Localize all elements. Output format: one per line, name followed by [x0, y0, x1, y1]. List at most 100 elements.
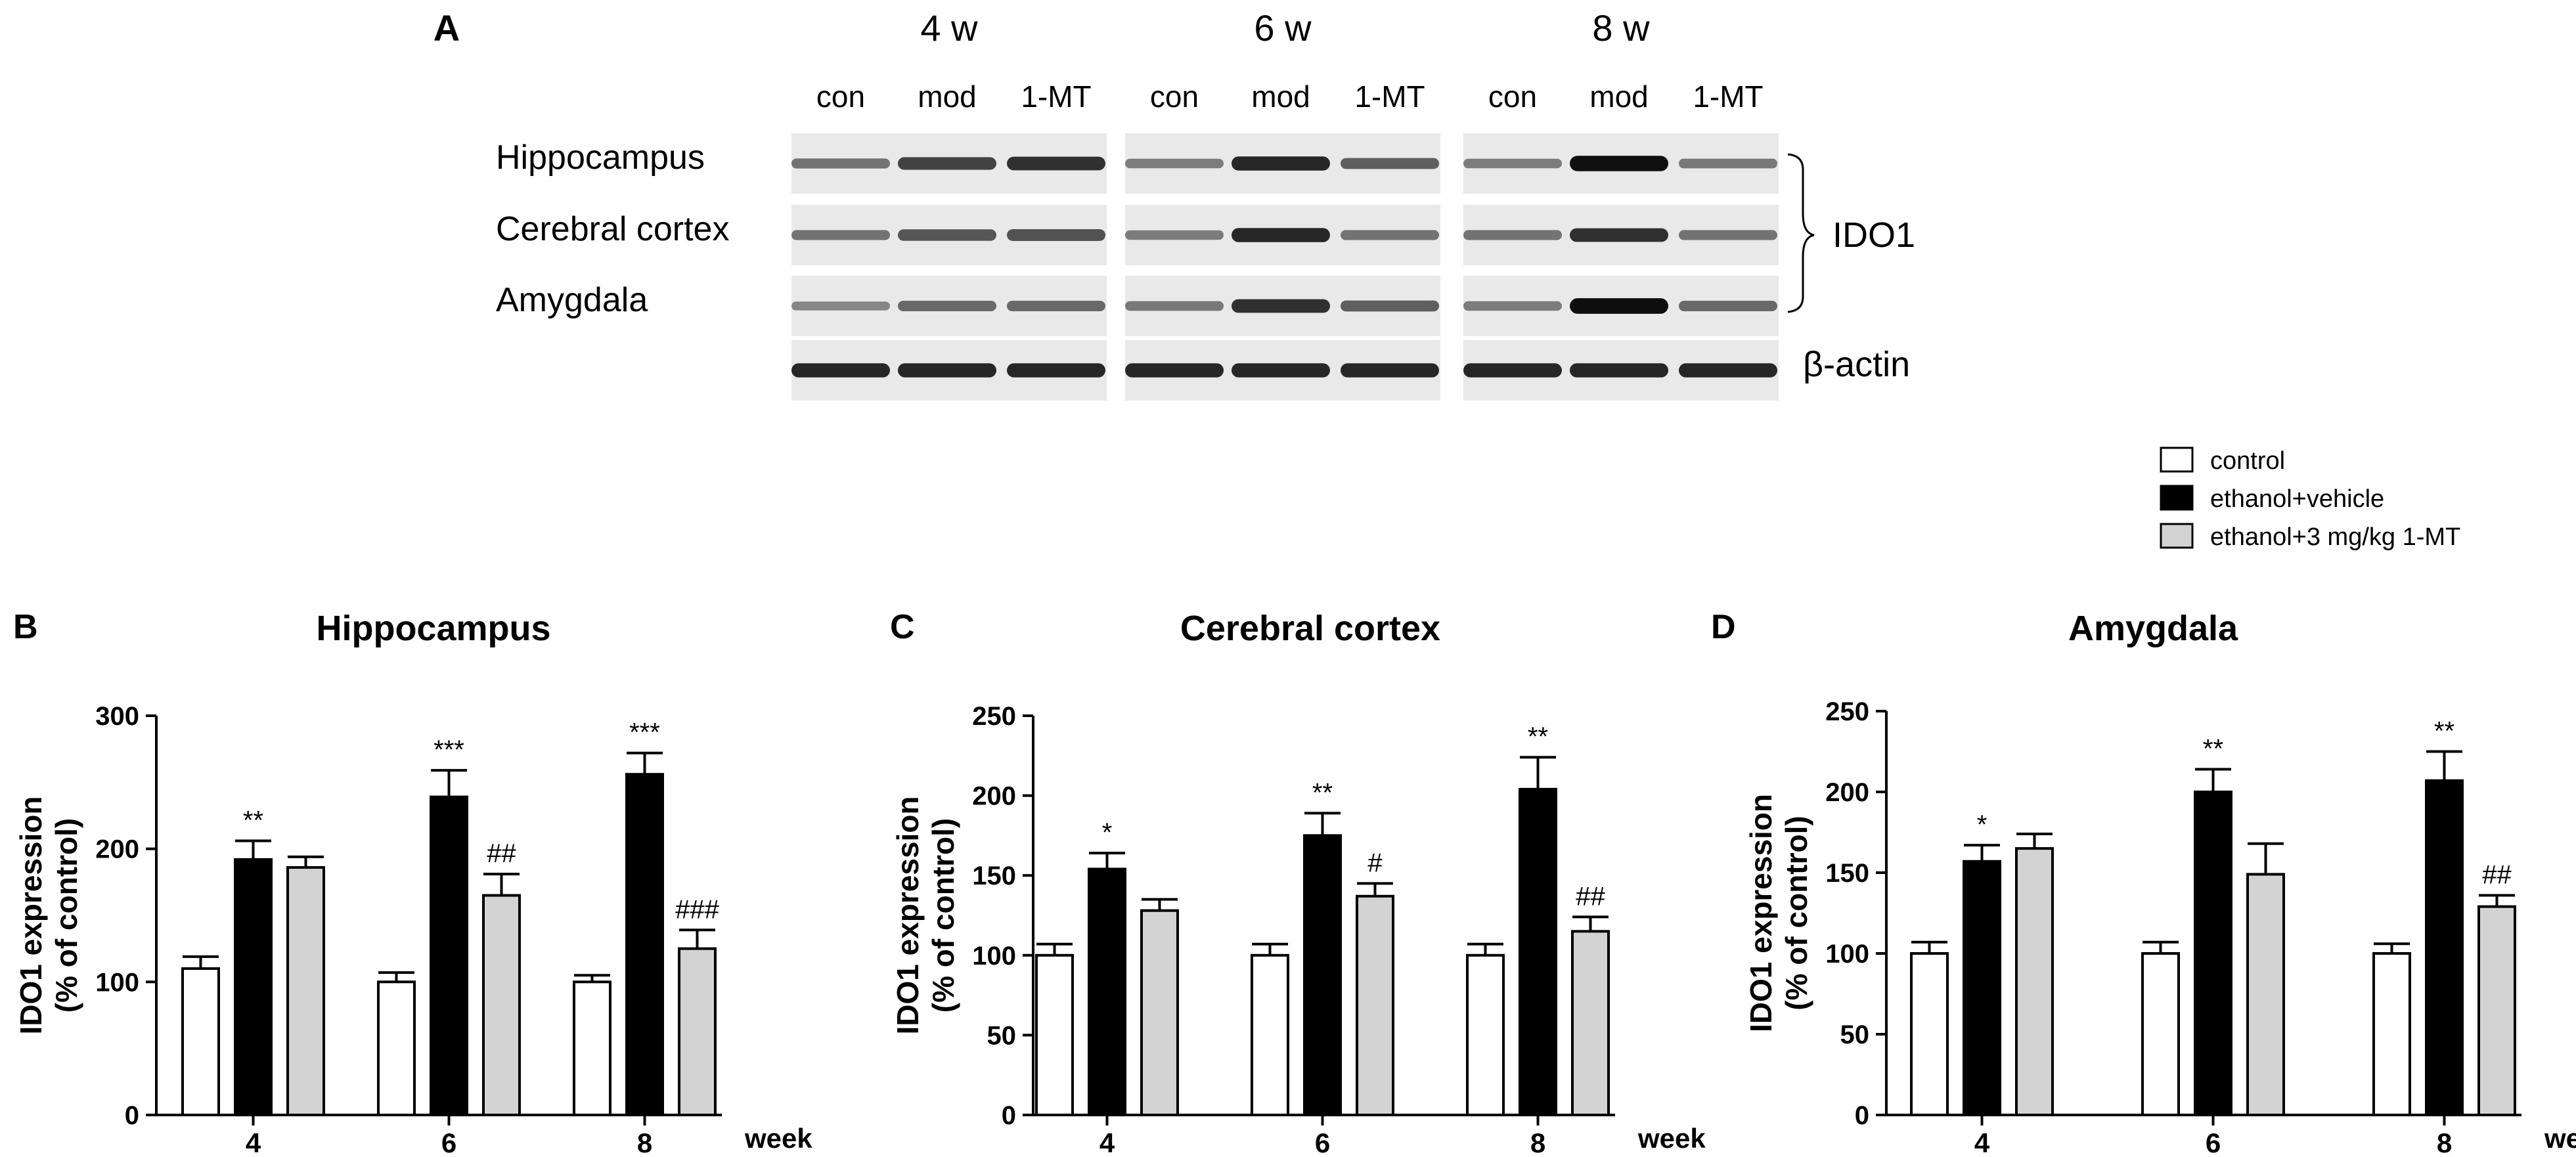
- x-tick-label: 4: [246, 1127, 261, 1157]
- lane-label: con: [1150, 79, 1199, 114]
- significance-label: **: [1528, 722, 1548, 751]
- x-axis-label: week: [1637, 1123, 1706, 1154]
- blot-band: [1125, 230, 1224, 240]
- bar-ethanol-vehicle: [2194, 791, 2232, 1116]
- bar-ethanol-3-mg-kg-1-mt: [2246, 873, 2285, 1116]
- blot-band: [1570, 228, 1668, 242]
- y-axis-label-line: (% of control): [49, 818, 83, 1013]
- blot-band: [1232, 299, 1330, 313]
- blot-band: [1341, 300, 1439, 312]
- significance-label: ###: [675, 895, 719, 924]
- significance-label: *: [1977, 810, 1988, 839]
- bar-ethanol-3-mg-kg-1-mt: [2477, 905, 2516, 1117]
- y-axis-label-line: (% of control): [926, 818, 960, 1013]
- y-tick-label: 100: [972, 942, 1016, 971]
- legend-label: ethanol+3 mg/kg 1-MT: [2210, 523, 2460, 551]
- y-tick-label: 150: [1825, 859, 1869, 888]
- x-tick-label: 6: [2206, 1127, 2221, 1157]
- significance-label: ##: [1576, 882, 1605, 911]
- blot-band: [898, 157, 996, 170]
- significance-label: ##: [487, 839, 516, 868]
- legend: control ethanol+vehicle ethanol+3 mg/kg 1-…: [2160, 447, 2460, 551]
- blot-band: [1232, 156, 1330, 171]
- significance-label: ***: [433, 735, 464, 764]
- chart-title: Amygdala: [2068, 609, 2238, 648]
- significance-label: *: [1102, 818, 1113, 847]
- bar-control: [2141, 952, 2180, 1116]
- y-tick-label: 0: [1002, 1101, 1016, 1130]
- y-axis-label-line: (% of control): [1779, 816, 1813, 1010]
- chart-title: Hippocampus: [316, 609, 550, 648]
- bar-ethanol-3-mg-kg-1-mt: [1571, 930, 1610, 1116]
- ido1-bracket: [1787, 153, 1815, 313]
- bar-ethanol-3-mg-kg-1-mt: [482, 894, 521, 1116]
- blot-band: [1570, 156, 1668, 171]
- bar-control: [1910, 952, 1949, 1116]
- legend-label: control: [2210, 447, 2285, 475]
- x-tick-label: 6: [441, 1127, 456, 1157]
- significance-label: ***: [629, 718, 660, 747]
- bar-ethanol-3-mg-kg-1-mt: [2015, 847, 2054, 1116]
- lane-label: 1-MT: [1021, 79, 1091, 114]
- y-axis-label-line: IDO1 expression: [891, 796, 925, 1034]
- y-tick-label: 100: [1825, 940, 1869, 969]
- y-tick-label: 100: [95, 968, 139, 997]
- y-tick-label: 300: [95, 702, 139, 731]
- blot-band: [1341, 363, 1439, 378]
- significance-label: #: [1367, 848, 1383, 877]
- legend-label: ethanol+vehicle: [2210, 485, 2384, 513]
- blot-band: [1679, 158, 1777, 169]
- western-blot-panel: A 4 w con mod 1-MT 6 w con mod 1-MT 8 w con mod 1-MT…: [433, 7, 1915, 401]
- blot-band: [791, 230, 890, 240]
- beta-actin-label: β-actin: [1803, 345, 1910, 384]
- panel-label-d: D: [1711, 608, 1736, 646]
- x-tick-label: 4: [1974, 1127, 1990, 1157]
- y-axis-label: IDO1 expression(% of control): [14, 796, 83, 1034]
- y-tick-label: 200: [1825, 778, 1869, 807]
- y-tick-label: 200: [972, 782, 1016, 811]
- blot-band: [1341, 230, 1439, 240]
- x-tick-label: 8: [2437, 1127, 2452, 1157]
- legend-swatch: [2160, 447, 2194, 473]
- blot-band: [1125, 363, 1224, 378]
- blot-band: [791, 363, 890, 378]
- lane-label: con: [1488, 79, 1537, 114]
- bar-ethanol-vehicle: [1963, 860, 2001, 1117]
- chart-b: B Hippocampus IDO1 expression(% of control…: [13, 608, 812, 1157]
- blot-band: [1232, 228, 1330, 242]
- ido1-label: IDO1: [1832, 215, 1915, 255]
- bar-control: [1466, 953, 1505, 1117]
- y-axis-label: IDO1 expression(% of control): [891, 796, 960, 1034]
- blot-row-label: Amygdala: [496, 281, 648, 319]
- blot-band: [791, 158, 890, 169]
- blot-band: [1463, 301, 1562, 311]
- blot-band: [1125, 301, 1224, 311]
- bar-control: [181, 967, 220, 1116]
- blot-band: [1463, 363, 1562, 378]
- bar-control: [377, 980, 416, 1117]
- x-tick-label: 4: [1099, 1127, 1115, 1157]
- blot-band: [1232, 363, 1330, 378]
- y-axis-label: IDO1 expression(% of control): [1744, 794, 1813, 1032]
- blot-band: [1570, 363, 1668, 378]
- y-tick-label: 250: [972, 702, 1016, 731]
- blot-band: [1007, 301, 1105, 311]
- blot-band: [898, 229, 996, 241]
- bar-control: [1035, 953, 1074, 1117]
- legend-swatch: [2160, 523, 2194, 549]
- y-tick-label: 200: [95, 835, 139, 864]
- x-tick-label: 8: [637, 1127, 652, 1157]
- panel-label-b: B: [13, 608, 38, 646]
- blot-band: [1125, 158, 1224, 169]
- significance-label: **: [1312, 778, 1333, 807]
- y-tick-label: 0: [1855, 1101, 1869, 1130]
- bar-ethanol-vehicle: [234, 858, 273, 1116]
- chart-title: Cerebral cortex: [1180, 609, 1440, 648]
- y-tick-label: 0: [125, 1101, 139, 1130]
- bar-control: [2372, 952, 2411, 1116]
- y-tick-label: 50: [1840, 1020, 1870, 1049]
- panel-label-a: A: [433, 7, 460, 49]
- bar-ethanol-vehicle: [1303, 834, 1342, 1117]
- lane-label: mod: [1589, 79, 1648, 114]
